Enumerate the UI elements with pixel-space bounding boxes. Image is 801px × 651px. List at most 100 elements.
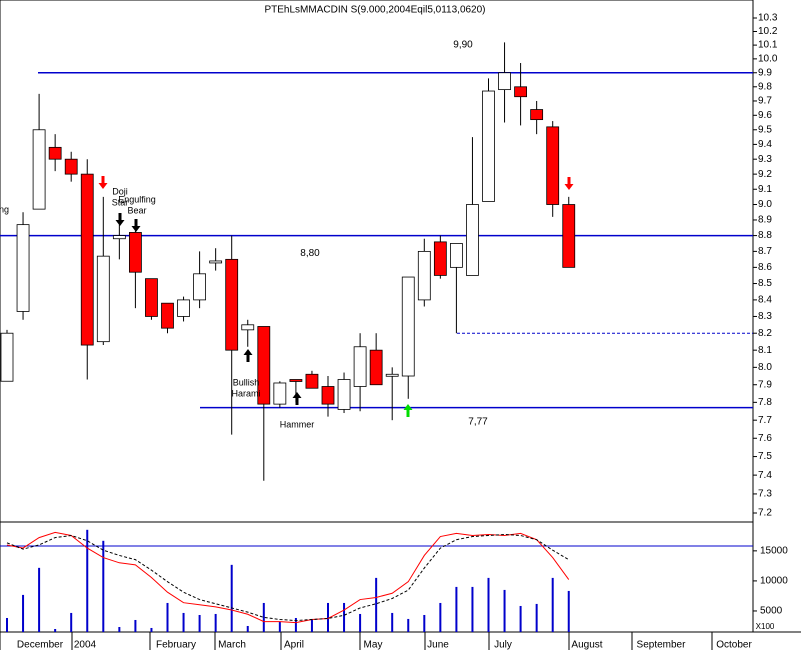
candle-body [385,373,399,377]
candle-body [562,204,576,268]
volume-bar [439,602,442,632]
signal-arrow [403,404,413,417]
candle-body [337,379,351,410]
candle-body [128,232,142,273]
candle-body [225,258,239,351]
volume-bar [471,586,474,632]
x-tick-label: October [716,640,752,651]
y-tick-label: 7.5 [758,451,772,462]
y-tick-label: 7.7 [758,415,772,426]
level-label: 9,90 [453,39,473,50]
volume-bar [262,602,265,632]
candle-body [16,224,30,312]
candle-body [514,86,527,98]
volume-bar [391,612,394,632]
y-tick-label: 9.0 [758,199,772,210]
y-tick-label: 9.9 [758,67,772,78]
x-tick-label: September [637,640,687,651]
y-tick-label: 8.4 [758,295,772,306]
y-tick-label: 7.2 [758,508,772,519]
volume-bar [118,627,121,632]
volume-bar [150,627,153,632]
y-tick-label: 9.8 [758,81,772,92]
y-tick-label: 10.0 [758,54,778,65]
pattern-label: ing [0,204,9,214]
y-tick-label: 7.3 [758,489,772,500]
candle-body [289,379,303,382]
candle-body [401,276,415,377]
volume-bar [38,567,41,632]
y-tick-label: 8.0 [758,362,772,373]
y-tick-label: 10.3 [758,13,778,24]
signal-arrow [292,392,302,405]
volume-bar [166,602,169,632]
y-tick-label: 9.7 [758,96,772,107]
pattern-label: Star [112,197,129,207]
candle-body [193,273,207,301]
volume-bar [22,594,25,632]
level-label: 7,77 [468,416,488,427]
candle-body [161,302,174,329]
chart-title: PTEhLsMMACDIN S(9.000,2004Eqil5,0113,062… [264,5,485,16]
signal-arrow [564,177,574,190]
y-tick-label: 9.3 [758,154,772,165]
x-tick-label: February [156,640,196,651]
signal-arrow [131,219,141,232]
y-tick-label: 10.1 [758,40,778,51]
x-tick-label: March [218,640,246,651]
volume-bar [70,612,73,632]
signal-arrow [243,349,253,362]
candle-body [369,349,383,386]
x-tick-label: December [17,640,64,651]
candle-body [64,158,78,175]
volume-bar [102,540,105,632]
volume-bar [246,625,249,632]
x-tick-label: May [364,640,383,651]
candle-body [241,324,255,331]
stochastic-line [6,533,570,622]
volume-tick-label: 10000 [760,576,788,587]
x-tick-label: 2004 [74,640,97,651]
volume-bar [310,618,313,632]
plot-frame [0,0,754,633]
volume-bar [182,612,185,632]
volume-bar [503,589,506,632]
y-tick-label: 7.9 [758,379,772,390]
pattern-label: Hammer [280,419,315,429]
volume-bar [551,577,554,632]
candle-body [305,373,319,389]
volume-bar [455,586,458,632]
candle-body [449,243,463,268]
y-tick-label: 8.7 [758,246,772,257]
candle-body [530,109,544,121]
level-label: 8,80 [300,248,320,259]
y-tick-label: 8.2 [758,328,772,339]
candle-body [498,72,511,91]
candle-body [353,346,367,387]
candle-body [48,146,62,160]
x-tick-label: July [494,640,512,651]
volume-bar [359,613,362,632]
candle-body [466,204,479,276]
candle-body [32,129,46,210]
x-tick-label: August [571,640,602,651]
candle-body [177,299,190,317]
y-tick-label: 7.4 [758,470,772,481]
y-tick-label: 7.8 [758,397,772,408]
y-tick-label: 7.6 [758,433,772,444]
candle-body [321,386,335,405]
pattern-label: Bear [127,205,146,215]
y-tick-label: 9.1 [758,184,772,195]
y-tick-label: 9.4 [758,139,772,150]
volume-bar [6,617,8,632]
signal-arrow [98,176,108,189]
y-tick-label: 9.2 [758,169,772,180]
volume-bar [54,628,57,632]
y-tick-label: 8.5 [758,278,772,289]
volume-bar [327,602,329,632]
volume-bar [567,590,570,632]
stochastic-line [6,531,570,624]
candle-body [209,260,223,264]
volume-bar [343,602,346,632]
